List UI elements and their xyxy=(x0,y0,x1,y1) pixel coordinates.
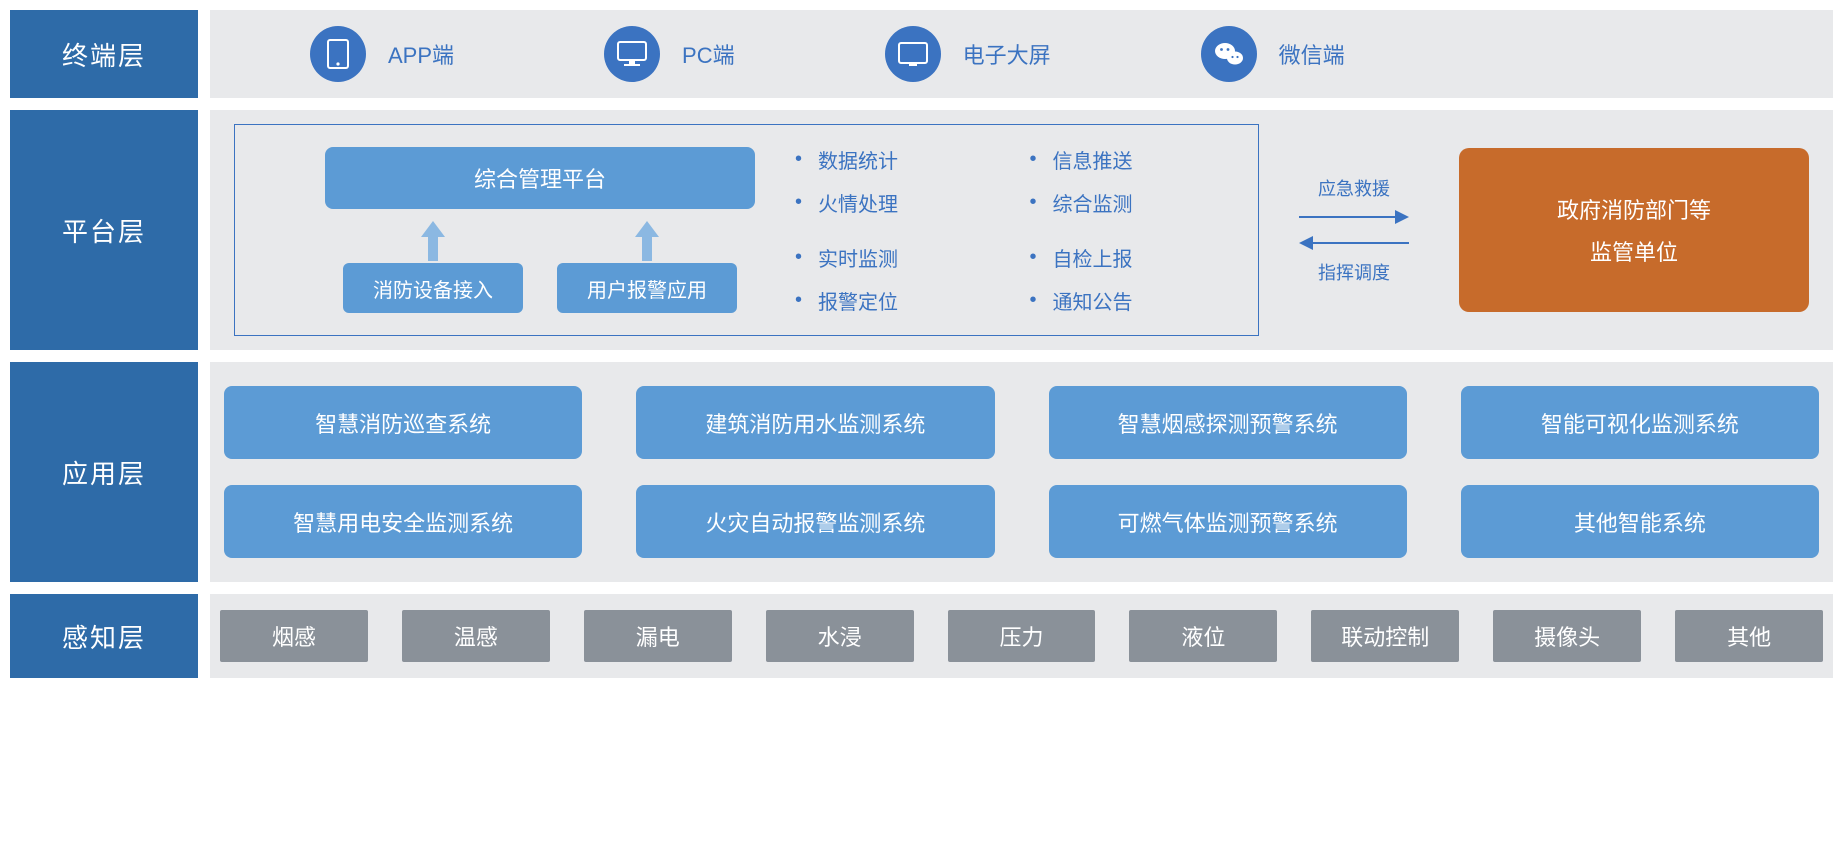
terminal-label: 微信端 xyxy=(1279,38,1345,70)
gov-line-1: 政府消防部门等 xyxy=(1557,193,1711,225)
perception-box: 联动控制 xyxy=(1311,610,1459,662)
bullet-item: 实时监测 xyxy=(795,243,1000,272)
gov-line-2: 监管单位 xyxy=(1590,235,1678,267)
exchange-arrows: 应急救援 指挥调度 xyxy=(1279,124,1429,336)
layer-body-application: 智慧消防巡查系统 建筑消防用水监测系统 智慧烟感探测预警系统 智能可视化监测系统… xyxy=(210,362,1833,582)
wechat-icon xyxy=(1201,26,1257,82)
layer-perception: 感知层 烟感 温感 漏电 水浸 压力 液位 联动控制 摄像头 其他 xyxy=(10,594,1833,678)
perception-box: 水浸 xyxy=(766,610,914,662)
perception-box: 漏电 xyxy=(584,610,732,662)
platform-frame: 综合管理平台 消防设备接入 用户报警应用 数据统计 信息推送 火情处理 综合监测… xyxy=(234,124,1259,336)
app-box: 智慧烟感探测预警系统 xyxy=(1049,386,1407,459)
platform-sub-box: 用户报警应用 xyxy=(557,263,737,313)
bullet-item: 自检上报 xyxy=(1030,243,1235,272)
layer-label-application: 应用层 xyxy=(10,362,198,582)
bullet-item: 通知公告 xyxy=(1030,286,1235,315)
perception-box: 其他 xyxy=(1675,610,1823,662)
perception-box: 烟感 xyxy=(220,610,368,662)
app-box: 火灾自动报警监测系统 xyxy=(636,485,994,558)
terminal-item-pc: PC端 xyxy=(604,26,735,82)
arrow-right-icon xyxy=(1299,207,1409,227)
platform-bullets: 数据统计 信息推送 火情处理 综合监测 实时监测 自检上报 报警定位 通知公告 xyxy=(795,141,1234,319)
terminal-label: APP端 xyxy=(388,38,454,70)
terminal-item-screen: 电子大屏 xyxy=(885,26,1051,82)
bullet-item: 火情处理 xyxy=(795,188,1000,217)
layer-body-terminal: APP端 PC端 电子大屏 微信端 xyxy=(210,10,1833,98)
platform-right-group: 应急救援 指挥调度 政府消防部门等 监管单位 xyxy=(1279,124,1809,336)
bullet-item: 综合监测 xyxy=(1030,188,1235,217)
app-box: 其他智能系统 xyxy=(1461,485,1819,558)
architecture-diagram: 终端层 APP端 PC端 电子大屏 xyxy=(10,10,1833,678)
app-box: 智慧用电安全监测系统 xyxy=(224,485,582,558)
terminal-item-wechat: 微信端 xyxy=(1201,26,1345,82)
arrow-up-icon xyxy=(421,221,445,261)
exchange-bottom-label: 指挥调度 xyxy=(1318,259,1390,285)
layer-platform: 平台层 综合管理平台 消防设备接入 用户报警应用 数据统计 信息推送 火情处理 … xyxy=(10,110,1833,350)
layer-application: 应用层 智慧消防巡查系统 建筑消防用水监测系统 智慧烟感探测预警系统 智能可视化… xyxy=(10,362,1833,582)
tablet-icon xyxy=(310,26,366,82)
perception-box: 温感 xyxy=(402,610,550,662)
terminal-label: 电子大屏 xyxy=(963,38,1051,70)
exchange-top-label: 应急救援 xyxy=(1318,175,1390,201)
layer-body-platform: 综合管理平台 消防设备接入 用户报警应用 数据统计 信息推送 火情处理 综合监测… xyxy=(210,110,1833,350)
monitor-icon xyxy=(604,26,660,82)
arrow-up-icon xyxy=(635,221,659,261)
app-box: 建筑消防用水监测系统 xyxy=(636,386,994,459)
app-box: 智慧消防巡查系统 xyxy=(224,386,582,459)
layer-label-platform: 平台层 xyxy=(10,110,198,350)
platform-left-group: 综合管理平台 消防设备接入 用户报警应用 xyxy=(325,141,755,319)
bullet-item: 报警定位 xyxy=(795,286,1000,315)
app-box: 可燃气体监测预警系统 xyxy=(1049,485,1407,558)
arrow-left-icon xyxy=(1299,233,1409,253)
layer-body-perception: 烟感 温感 漏电 水浸 压力 液位 联动控制 摄像头 其他 xyxy=(210,594,1833,678)
bullet-item: 数据统计 xyxy=(795,145,1000,174)
government-box: 政府消防部门等 监管单位 xyxy=(1459,148,1809,312)
perception-box: 摄像头 xyxy=(1493,610,1641,662)
platform-sub-box: 消防设备接入 xyxy=(343,263,523,313)
perception-box: 液位 xyxy=(1129,610,1277,662)
bullet-group-top: 数据统计 信息推送 火情处理 综合监测 xyxy=(795,145,1234,217)
perception-box: 压力 xyxy=(948,610,1096,662)
layer-label-terminal: 终端层 xyxy=(10,10,198,98)
screen-icon xyxy=(885,26,941,82)
terminal-item-app: APP端 xyxy=(310,26,454,82)
platform-main-box: 综合管理平台 xyxy=(325,147,755,209)
bullet-item: 信息推送 xyxy=(1030,145,1235,174)
terminal-label: PC端 xyxy=(682,38,735,70)
layer-terminal: 终端层 APP端 PC端 电子大屏 xyxy=(10,10,1833,98)
layer-label-perception: 感知层 xyxy=(10,594,198,678)
bullet-group-bottom: 实时监测 自检上报 报警定位 通知公告 xyxy=(795,243,1234,315)
app-box: 智能可视化监测系统 xyxy=(1461,386,1819,459)
